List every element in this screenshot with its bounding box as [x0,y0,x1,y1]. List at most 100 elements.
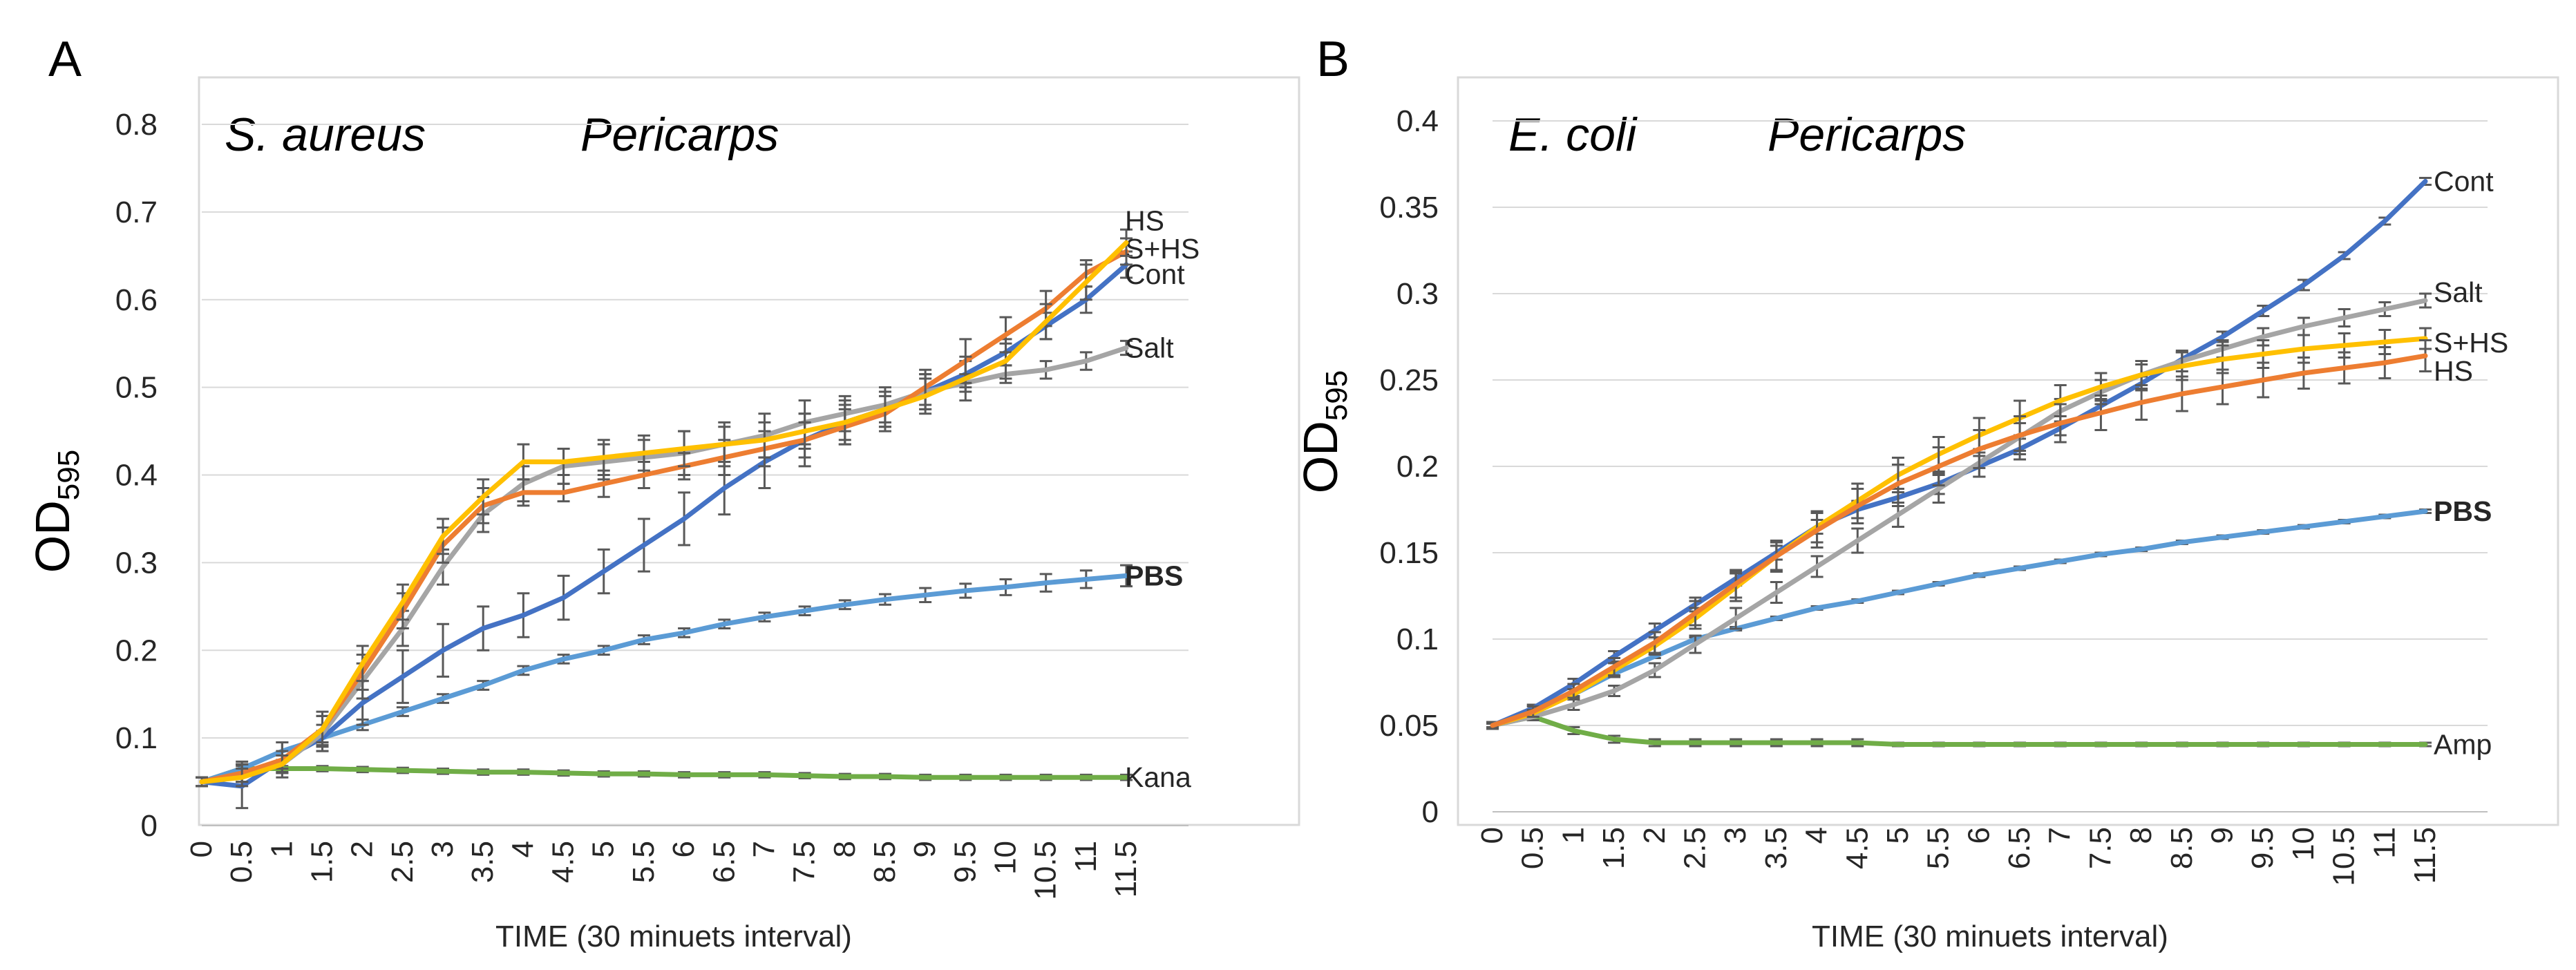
panel-a-x-tick-label: 1.5 [305,841,339,883]
panel-b-y-tick-label: 0.15 [1379,536,1439,570]
panel-b-y-axis-label-sub: 595 [1320,370,1354,421]
series-line [1490,298,2428,728]
panel-b-x-tick-label: 4.5 [1840,827,1874,869]
series-label: Cont [2434,166,2494,198]
panel-a-y-axis-label: OD595 [26,450,86,573]
panel-b-x-tick-label: 6 [1962,827,1996,844]
panel-b-chart: B E. coli Pericarps TIME (30 minuets int… [1294,32,2559,953]
panel-a-y-tick-label: 0.8 [115,108,158,142]
series-line [199,573,1129,785]
panel-a-letter: A [48,32,82,87]
series-line [199,766,1129,785]
panel-b-x-tick-label: 5 [1881,827,1915,844]
panel-a-x-tick-label: 2 [345,841,379,857]
panel-b-x-tick-label: 2.5 [1678,827,1712,869]
panel-b-x-axis-label: TIME (30 minuets interval) [1812,920,2168,953]
series-label: Cont [1125,258,1185,290]
panel-a-title: S. aureus [225,108,426,161]
panel-b-series-hs: HS [1486,339,2473,728]
panel-b-x-tick-label: 11 [2367,827,2401,859]
panel-a-y-tick-label: 0.4 [115,459,158,493]
series-label: PBS [1125,560,1183,591]
panel-a-y-tick-label: 0.5 [115,371,158,405]
panel-a-x-tick-label: 11.5 [1109,841,1143,897]
panel-a-x-tick-label: 6.5 [707,841,741,883]
panel-b-x-tick-label: 9.5 [2246,827,2280,869]
series-label: PBS [2434,495,2492,527]
panel-a-y-axis-label-main: OD [26,500,79,573]
panel-a-x-tick-label: 11 [1069,841,1103,873]
panel-b-gridlines [1493,120,2488,726]
panel-a-x-tick-label: 4 [506,841,540,857]
panel-b-y-tick-label: 0.25 [1379,363,1439,397]
panel-b-x-tick-label: 6.5 [2002,827,2036,869]
panel-a-y-tick-label: 0.2 [115,634,158,667]
panel-b-series-amp: Amp [1486,712,2492,761]
panel-b-x-tick-label: 10.5 [2327,827,2361,886]
panel-a-x-tick-label: 10 [988,841,1022,875]
panel-a-y-tick-label: 0 [141,809,158,843]
series-line [199,249,1129,785]
panel-b-x-tick-label: 3 [1718,827,1752,844]
panel-b-x-tick-label: 8.5 [2165,827,2199,869]
series-label: Amp [2434,729,2492,761]
panel-a-x-tick-label: 8 [828,841,862,857]
panel-a-x-tick-label: 9 [908,841,942,857]
panel-a-x-tick-label: 6 [667,841,701,857]
series-label: HS [1125,205,1164,236]
panel-b-x-tick-label: 0.5 [1516,827,1550,869]
panel-b-series-salt: Salt [1486,276,2483,728]
panel-a-subtitle: Pericarps [580,108,779,161]
series-label: Kana [1125,761,1191,793]
series-label: Salt [1125,332,1174,364]
panel-a-x-tick-label: 7.5 [788,841,822,883]
panel-a-x-tick-label: 5.5 [627,841,661,883]
panel-a-x-tick-label: 1 [265,841,299,857]
panel-a-chart: A S. aureus Pericarps TIME (30 minuets i… [26,32,1300,953]
panel-a-y-tick-label: 0.1 [115,721,158,755]
panel-a-x-tick-label: 8.5 [868,841,902,883]
panel-a-x-tick-label: 0 [184,841,218,857]
panel-a-axes: 00.10.20.30.40.50.60.70.80 0.5 1 1.5 2 2.5 3 3.… [115,108,1188,900]
panel-b-y-tick-label: 0 [1422,795,1439,829]
panel-a-x-tick-label: 10.5 [1029,841,1063,900]
panel-b-x-tick-label: 10 [2286,827,2320,861]
panel-a-x-tick-label: 9.5 [948,841,982,883]
panel-a-gridlines [202,124,1188,739]
panel-b-letter: B [1316,32,1349,87]
panel-b-x-tick-label: 11.5 [2408,827,2442,884]
series-line [1490,508,2428,728]
panel-b-y-tick-label: 0.1 [1396,622,1439,656]
series-line [199,240,1129,785]
series-line [1490,353,2428,728]
panel-b-x-tick-label: 7.5 [2083,827,2117,869]
panel-b-y-tick-label: 0.05 [1379,709,1439,743]
panel-b-subtitle: Pericarps [1768,108,1966,161]
panel-b-x-tick-label: 2 [1638,827,1671,844]
panel-b-y-tick-label: 0.35 [1379,191,1439,225]
series-label: HS [2434,355,2473,387]
panel-a-x-tick-label: 3 [426,841,460,857]
panel-b-axes: 00.050.10.150.20.250.30.350.40 0.5 1 1.5 2 2.… [1379,104,2488,886]
panel-b-y-axis-label-main: OD [1294,421,1347,493]
panel-b-y-tick-label: 0.3 [1396,277,1439,311]
panel-b-frame [1457,76,2559,826]
panel-a-series-kana: Kana [196,761,1191,793]
panel-a-series-hs: HS [196,205,1164,788]
panel-a-x-axis-label: TIME (30 minuets interval) [495,920,852,953]
series-line [1490,714,2428,747]
series-line [199,262,1129,789]
panel-b-y-axis-label: OD595 [1294,370,1354,493]
panel-b-x-tick-label: 9 [2206,827,2239,844]
series-line [1490,336,2428,728]
panel-b-x-tick-label: 7 [2043,827,2077,844]
panel-a-y-tick-label: 0.3 [115,546,158,580]
panel-a-x-tick-label: 0.5 [225,841,258,883]
panel-a-x-tick-label: 5 [587,841,621,857]
panel-b-x-tick-label: 1.5 [1597,827,1631,869]
panel-b-x-tick-label: 5.5 [1922,827,1955,869]
panel-b-x-tick-label: 0 [1475,827,1509,844]
